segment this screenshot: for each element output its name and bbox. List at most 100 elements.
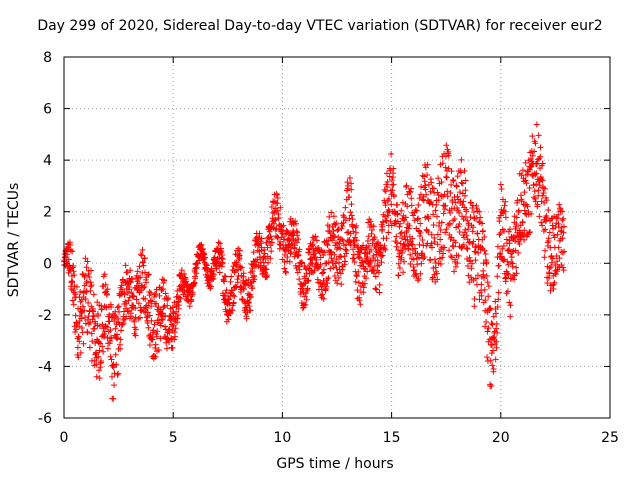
data-point — [419, 236, 426, 243]
data-point — [500, 257, 507, 264]
data-point — [247, 307, 254, 314]
data-point — [87, 283, 94, 290]
data-point — [272, 226, 279, 233]
data-point — [390, 181, 397, 188]
data-point — [243, 315, 250, 322]
data-point — [548, 252, 555, 259]
data-point — [447, 210, 454, 217]
data-point — [174, 311, 181, 318]
data-point — [426, 200, 433, 207]
data-point — [342, 204, 349, 211]
data-point — [99, 343, 106, 350]
data-point — [462, 187, 469, 194]
data-point — [157, 322, 164, 329]
data-point — [233, 262, 240, 269]
data-point — [115, 370, 122, 377]
data-point — [161, 277, 168, 284]
data-point — [500, 207, 507, 214]
data-point — [70, 268, 77, 275]
data-point — [148, 317, 155, 324]
data-point — [173, 308, 180, 315]
data-point — [532, 171, 539, 178]
data-point — [556, 255, 563, 262]
data-point — [325, 237, 332, 244]
data-point — [475, 250, 482, 257]
data-point — [324, 280, 331, 287]
data-point — [538, 219, 545, 226]
data-point — [464, 217, 471, 224]
data-point — [70, 263, 77, 270]
data-point — [537, 153, 544, 160]
data-point — [349, 216, 356, 223]
data-point — [388, 150, 395, 157]
data-point — [409, 241, 416, 248]
data-point — [331, 251, 338, 258]
data-point — [164, 302, 171, 309]
data-point — [474, 230, 481, 237]
data-point — [122, 262, 129, 269]
data-point — [417, 270, 424, 277]
data-point — [132, 326, 139, 333]
data-point — [250, 249, 257, 256]
data-point — [407, 261, 414, 268]
data-point — [264, 272, 271, 279]
data-point — [536, 182, 543, 189]
data-point — [199, 245, 206, 252]
data-point — [355, 254, 362, 261]
data-point — [107, 326, 114, 333]
data-point — [456, 209, 463, 216]
data-point — [498, 185, 505, 192]
data-point — [403, 182, 410, 189]
data-point — [67, 242, 74, 249]
data-point — [356, 249, 363, 256]
data-point — [88, 330, 95, 337]
data-point — [70, 301, 77, 308]
data-point — [451, 268, 458, 275]
data-point — [284, 228, 291, 235]
data-point — [441, 244, 448, 251]
data-point — [459, 180, 466, 187]
data-point — [402, 214, 409, 221]
data-point — [125, 297, 132, 304]
data-point — [352, 278, 359, 285]
data-point — [183, 278, 190, 285]
data-point — [427, 257, 434, 264]
data-point — [82, 255, 89, 262]
data-point — [82, 320, 89, 327]
data-point — [357, 301, 364, 308]
data-point — [360, 284, 367, 291]
data-point — [417, 220, 424, 227]
data-point — [102, 323, 109, 330]
data-point — [408, 185, 415, 192]
data-point — [93, 349, 100, 356]
data-point — [333, 264, 340, 271]
data-point — [328, 255, 335, 262]
data-point — [435, 191, 442, 198]
data-point — [147, 290, 154, 297]
data-point — [539, 192, 546, 199]
data-point — [171, 333, 178, 340]
data-point — [534, 201, 541, 208]
data-point — [428, 179, 435, 186]
data-point — [147, 297, 154, 304]
data-point — [140, 284, 147, 291]
data-point — [117, 336, 124, 343]
data-point — [454, 173, 461, 180]
data-point — [547, 263, 554, 270]
data-point — [76, 338, 83, 345]
data-point — [543, 214, 550, 221]
data-point — [544, 280, 551, 287]
data-point — [515, 249, 522, 256]
data-point — [376, 281, 383, 288]
data-point — [406, 222, 413, 229]
data-point — [73, 326, 80, 333]
data-point — [508, 254, 515, 261]
data-point — [452, 263, 459, 270]
x-tick-label: 15 — [383, 430, 401, 446]
data-point — [451, 194, 458, 201]
data-point — [474, 272, 481, 279]
data-point — [384, 184, 391, 191]
data-point — [111, 382, 118, 389]
data-point — [523, 180, 530, 187]
data-point — [309, 241, 316, 248]
